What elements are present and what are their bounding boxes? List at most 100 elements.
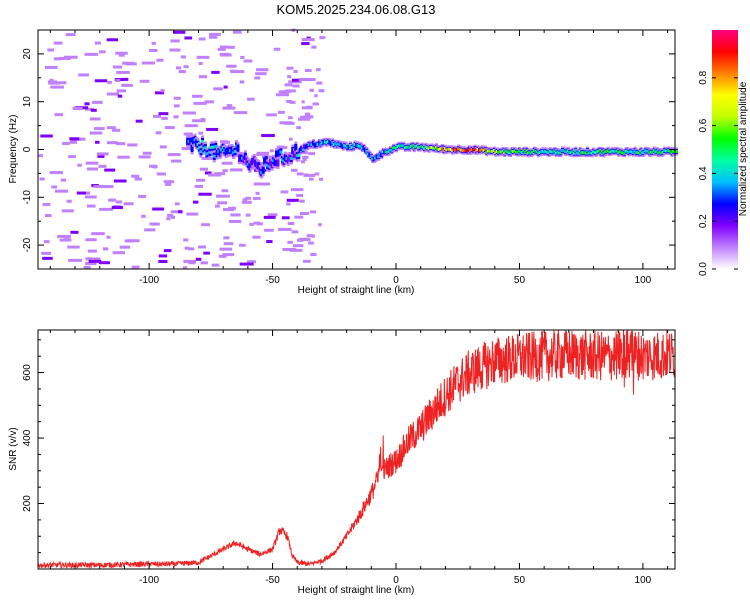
heatmap-noise-cell: [267, 213, 278, 217]
heatmap-noise-cell: [121, 77, 129, 81]
heatmap-noise-cell: [266, 113, 277, 117]
snr-frame: [37, 329, 676, 570]
heatmap-noise-cell: [240, 55, 245, 59]
heatmap-noise-cell: [222, 208, 235, 212]
heatmap-noise-cell: [98, 261, 110, 265]
heatmap-noise-cell: [131, 265, 140, 269]
heatmap-noise-cell: [309, 88, 314, 92]
heatmap-noise-cell: [85, 161, 99, 165]
heatmap-noise-cell: [269, 149, 274, 153]
heatmap-noise-cell: [112, 251, 125, 255]
heatmap-noise-cell: [65, 33, 76, 37]
heatmap-noise-cell: [277, 110, 285, 114]
heatmap-noise-cell: [85, 257, 93, 261]
heatmap-noise-cell: [89, 131, 103, 135]
heatmap-noise-cell: [297, 238, 304, 242]
x-tick-label: 50: [514, 575, 526, 586]
heatmap-noise-cell: [182, 111, 196, 115]
heatmap-noise-cell: [76, 191, 87, 195]
heatmap-noise-cell: [119, 245, 131, 249]
heatmap-noise-cell: [163, 180, 175, 184]
heatmap-noise-cell: [86, 204, 96, 208]
heatmap-trace-cell: [276, 161, 280, 165]
heatmap-noise-cell: [127, 239, 140, 243]
heatmap-noise-cell: [206, 127, 219, 131]
heatmap-noise-cell: [306, 234, 314, 238]
heatmap-noise-cell: [252, 196, 261, 200]
heatmap-noise-cell: [230, 168, 243, 172]
heatmap-noise-cell: [308, 241, 314, 245]
x-tick-label: -50: [265, 575, 280, 586]
heatmap-noise-cell: [104, 168, 116, 172]
heatmap-noise-cell: [170, 159, 182, 163]
heatmap-noise-cell: [217, 47, 226, 51]
heatmap-noise-cell: [318, 223, 322, 227]
heatmap-noise-cell: [183, 238, 189, 242]
snr-x-axis-label: Height of straight line (km): [298, 585, 415, 596]
colorbar-tick-label: 0.2: [698, 214, 709, 228]
heatmap-noise-cell: [97, 154, 105, 158]
heatmap-noise-cell: [226, 104, 233, 108]
heatmap-noise-cell: [195, 257, 202, 261]
heatmap-trace-cell: [200, 139, 204, 143]
heatmap-noise-cell: [283, 146, 288, 150]
heatmap-noise-cell: [299, 212, 310, 216]
heatmap-noise-cell: [192, 119, 206, 123]
heatmap-noise-cell: [139, 79, 150, 83]
y-tick-label: 400: [22, 429, 33, 446]
heatmap-noise-cell: [301, 42, 310, 46]
heatmap-noise-cell: [117, 94, 123, 98]
heatmap-noise-cell: [106, 235, 111, 239]
heatmap-noise-cell: [78, 73, 89, 77]
heatmap-noise-cell: [51, 185, 58, 189]
heatmap-noise-cell: [131, 174, 140, 178]
heatmap-noise-cell: [164, 126, 175, 130]
heatmap-noise-cell: [245, 196, 251, 200]
heatmap-noise-cell: [151, 41, 156, 45]
heatmap-trace-cell: [214, 145, 218, 149]
y-tick-label: 10: [22, 96, 33, 108]
heatmap-noise-cell: [192, 94, 203, 98]
heatmap-noise-cell: [158, 260, 168, 264]
spectrogram-heatmap: [38, 28, 678, 270]
heatmap-noise-cell: [42, 203, 51, 207]
heatmap-noise-cell: [175, 66, 182, 70]
heatmap-noise-cell: [264, 228, 274, 232]
heatmap-noise-cell: [53, 57, 62, 61]
heatmap-noise-cell: [70, 230, 79, 234]
heatmap-noise-cell: [174, 202, 180, 206]
heatmap-noise-cell: [55, 189, 69, 193]
heatmap-noise-cell: [230, 213, 241, 217]
heatmap-noise-cell: [188, 247, 195, 251]
heatmap-noise-cell: [108, 198, 116, 202]
heatmap-trace-cell: [211, 145, 215, 149]
heatmap-noise-cell: [107, 80, 112, 84]
heatmap-noise-cell: [194, 184, 204, 188]
heatmap-noise-cell: [243, 59, 253, 63]
heatmap-noise-cell: [163, 249, 172, 253]
heatmap-noise-cell: [96, 152, 109, 156]
heatmap-noise-cell: [209, 35, 218, 39]
heatmap-trace-cell: [203, 146, 207, 150]
heatmap-noise-cell: [209, 32, 221, 36]
heatmap-noise-cell: [308, 177, 314, 181]
heatmap-noise-cell: [57, 234, 71, 238]
heatmap-noise-cell: [125, 62, 137, 66]
heatmap-noise-cell: [152, 165, 158, 169]
heatmap-noise-cell: [113, 179, 127, 183]
heatmap-noise-cell: [62, 142, 70, 146]
heatmap-noise-cell: [292, 244, 304, 248]
heatmap-noise-cell: [301, 100, 305, 104]
heatmap-noise-cell: [180, 55, 186, 59]
heatmap-noise-cell: [106, 92, 120, 96]
heatmap-noise-cell: [221, 161, 233, 165]
spectrogram-x-axis-label: Height of straight line (km): [298, 285, 415, 296]
heatmap-trace-cell: [190, 146, 194, 150]
heatmap-noise-cell: [77, 163, 82, 167]
heatmap-noise-cell: [256, 68, 269, 72]
heatmap-noise-cell: [315, 68, 321, 72]
heatmap-noise-cell: [45, 65, 58, 69]
heatmap-noise-cell: [300, 160, 305, 164]
heatmap-noise-cell: [198, 75, 208, 79]
heatmap-trace-cell: [189, 139, 193, 143]
